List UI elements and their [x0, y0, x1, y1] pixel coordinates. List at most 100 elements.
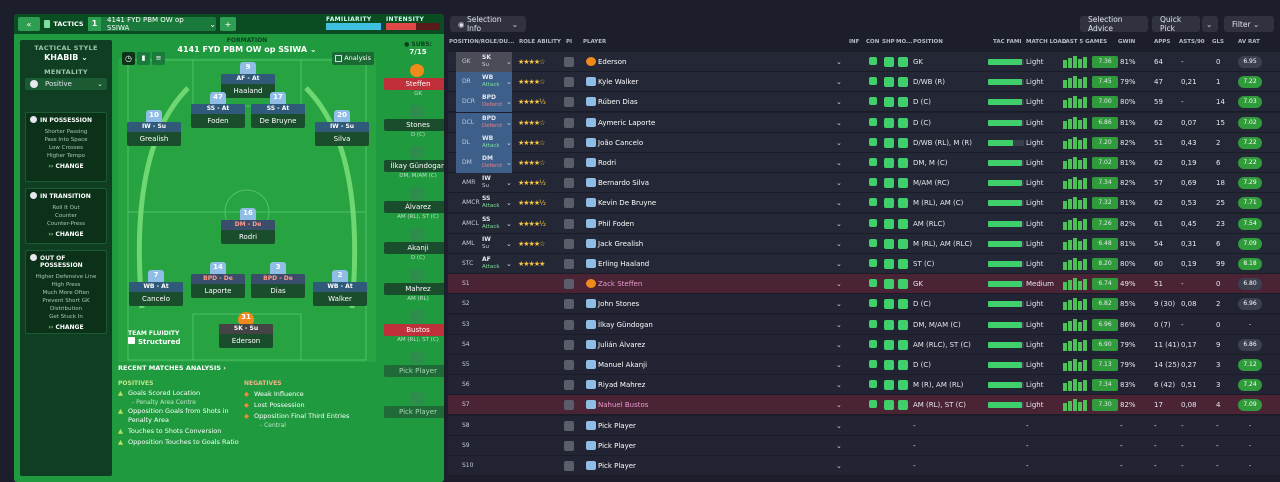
column-header[interactable]: INF — [849, 39, 860, 45]
column-header[interactable]: SHP — [882, 39, 895, 45]
player-instructions-icon[interactable] — [564, 279, 574, 290]
column-header[interactable]: GWIN — [1118, 39, 1136, 45]
player-instructions-icon[interactable] — [564, 178, 574, 189]
player-instructions-icon[interactable] — [564, 97, 574, 108]
player-dropdown-chevron-icon[interactable]: ⌄ — [836, 381, 842, 390]
table-row[interactable]: AMCL SS Attack ⌄ ★★★★½ Phil Foden ⌄ AM (R… — [448, 213, 1280, 234]
player-name[interactable]: Rúben Dias — [598, 98, 638, 107]
player-name[interactable]: Julián Álvarez — [598, 340, 646, 349]
player-instructions-icon[interactable] — [564, 400, 574, 411]
column-header[interactable]: LAST 5 GAMES — [1062, 39, 1108, 45]
role-dropdown-chevron-icon[interactable]: ⌄ — [506, 199, 512, 208]
column-header[interactable]: PI — [566, 39, 573, 45]
tactics-tab[interactable]: TACTICS — [44, 17, 84, 31]
formation-player[interactable]: 47 — [204, 92, 232, 118]
player-instructions-icon[interactable] — [564, 57, 574, 67]
player-dropdown-chevron-icon[interactable]: ⌄ — [836, 78, 842, 87]
formation-player[interactable]: 31 — [232, 312, 260, 338]
sub-player-slot[interactable]: Mahrez AM (RL) — [384, 269, 444, 309]
player-role-card[interactable]: WB - At Cancelo — [129, 282, 183, 306]
player-role-card[interactable]: DM - De Rodri — [221, 220, 275, 244]
collapse-button[interactable]: « — [18, 17, 40, 31]
player-name[interactable]: Jack Grealish — [598, 239, 644, 248]
player-instructions-icon[interactable] — [564, 380, 574, 391]
selection-info-button[interactable]: ◉ Selection Info ⌄ — [450, 15, 526, 33]
formation-player[interactable]: 2 — [326, 270, 354, 296]
player-dropdown-chevron-icon[interactable]: ⌄ — [836, 138, 842, 147]
player-name[interactable]: Ederson — [598, 58, 627, 66]
role-dropdown-chevron-icon[interactable]: ⌄ — [506, 219, 512, 228]
player-name[interactable]: João Cancelo — [598, 138, 644, 147]
player-dropdown-chevron-icon[interactable]: ⌄ — [836, 280, 842, 289]
mentality-dropdown[interactable]: Positive ⌄ — [25, 78, 107, 90]
player-instructions-icon[interactable] — [564, 198, 574, 209]
tactical-style-dropdown[interactable]: KHABIB ⌄ — [44, 53, 88, 62]
player-name[interactable]: Rodri — [598, 159, 617, 167]
column-header[interactable]: POSITION — [913, 39, 943, 45]
list-view-button[interactable]: ≡ — [152, 52, 165, 65]
table-row[interactable]: S5 Manuel Akanji ⌄ D (C) Light 7.13 79% 1… — [448, 355, 1280, 375]
player-role-card[interactable]: SK - Su Ederson — [219, 324, 273, 348]
player-name[interactable]: Phil Foden — [598, 219, 635, 228]
table-row[interactable]: S9 Pick Player ⌄ - - - - - - - — [448, 435, 1280, 456]
column-header[interactable]: CON — [866, 39, 880, 45]
column-header[interactable]: TAC FAMI — [993, 39, 1022, 45]
player-name[interactable]: İlkay Gündogan — [598, 320, 653, 329]
player-dropdown-chevron-icon[interactable]: ⌄ — [836, 320, 842, 329]
column-header[interactable]: ASTS/90 — [1179, 39, 1205, 45]
player-role-card[interactable]: WB - At Walker — [313, 282, 367, 306]
table-row[interactable]: DCR BPD Defend ⌄ ★★★★½ Rúben Dias ⌄ D (C)… — [448, 92, 1280, 113]
table-row[interactable]: DM DM Defend ⌄ ★★★★☆ Rodri ⌄ DM, M (C) Li… — [448, 153, 1280, 173]
quick-pick-button[interactable]: Quick Pick — [1152, 15, 1200, 33]
player-instructions-icon[interactable] — [564, 158, 574, 168]
player-instructions-icon[interactable] — [564, 259, 574, 269]
table-row[interactable]: DR WB Attack ⌄ ★★★★☆ Kyle Walker ⌄ D/WB (… — [448, 72, 1280, 93]
formation-player[interactable]: 17 — [264, 92, 292, 118]
player-name[interactable]: Erling Haaland — [598, 260, 650, 268]
role-dropdown-chevron-icon[interactable]: ⌄ — [506, 78, 512, 87]
player-instructions-icon[interactable] — [564, 218, 574, 229]
table-row[interactable]: S8 Pick Player ⌄ - - - - - - - — [448, 415, 1280, 436]
recent-matches-title[interactable]: RECENT MATCHES ANALYSIS › — [118, 364, 226, 372]
player-instructions-icon[interactable] — [564, 461, 574, 471]
table-row[interactable]: DCL BPD Defend ⌄ ★★★★☆ Aymeric Laporte ⌄ … — [448, 112, 1280, 133]
column-header[interactable]: POSITION/ROLE/DU... — [449, 39, 515, 45]
formation-player[interactable]: 16 — [234, 208, 262, 234]
filter-button[interactable]: Filter ⌄ — [1224, 16, 1274, 32]
sub-player-slot[interactable]: Steffen GK — [384, 64, 444, 104]
player-dropdown-chevron-icon[interactable]: ⌄ — [836, 421, 842, 430]
player-dropdown-chevron-icon[interactable]: ⌄ — [836, 401, 842, 410]
table-row[interactable]: AMCR SS Attack ⌄ ★★★★½ Kevin De Bruyne ⌄ … — [448, 193, 1280, 214]
player-name[interactable]: Manuel Akanji — [598, 361, 648, 369]
analysis-button[interactable]: Analysis — [332, 52, 374, 65]
table-row[interactable]: GK SK Su ⌄ ★★★★☆ Ederson ⌄ GK Light 7.36 8… — [448, 52, 1280, 72]
sub-player-slot[interactable]: Akanji D (C) — [384, 228, 444, 268]
in-possession-change-button[interactable]: CHANGE — [26, 163, 106, 170]
stats-view-button[interactable]: ▮ — [137, 52, 150, 65]
table-row[interactable]: S3 İlkay Gündogan ⌄ DM, M/AM (C) Light 6… — [448, 314, 1280, 335]
clock-view-button[interactable]: ◷ — [122, 52, 135, 65]
player-role-card[interactable]: AF - At Haaland — [221, 74, 275, 98]
player-role-card[interactable]: IW - Su Grealish — [127, 122, 181, 146]
player-name[interactable]: John Stones — [598, 300, 640, 309]
formation-player[interactable]: 3 — [264, 262, 292, 288]
column-header[interactable]: GLS — [1212, 39, 1224, 45]
role-dropdown-chevron-icon[interactable]: ⌄ — [506, 179, 512, 188]
player-dropdown-chevron-icon[interactable]: ⌄ — [836, 300, 842, 309]
role-dropdown-chevron-icon[interactable]: ⌄ — [506, 138, 512, 147]
sub-player-slot[interactable]: Pick Player — [384, 392, 444, 432]
player-dropdown-chevron-icon[interactable]: ⌄ — [836, 260, 842, 268]
sub-player-slot[interactable]: Álvarez AM (RL), ST (C) — [384, 187, 444, 227]
player-instructions-icon[interactable] — [564, 117, 574, 128]
quick-pick-dropdown[interactable]: ⌄ — [1202, 16, 1218, 32]
player-name[interactable]: Pick Player — [598, 441, 636, 450]
player-dropdown-chevron-icon[interactable]: ⌄ — [836, 340, 842, 349]
table-row[interactable]: STC AF Attack ⌄ ★★★★★ Erling Haaland ⌄ ST… — [448, 254, 1280, 274]
formation-player[interactable]: 7 — [142, 270, 170, 296]
sub-player-slot[interactable]: Bustos AM (RL), ST (C) — [384, 310, 444, 350]
table-row[interactable]: AMR IW Su ⌄ ★★★★½ Bernardo Silva ⌄ M/AM (… — [448, 173, 1280, 194]
player-name[interactable]: Pick Player — [598, 421, 636, 430]
table-row[interactable]: S6 Riyad Mahrez ⌄ M (R), AM (RL) Light 7… — [448, 375, 1280, 396]
column-header[interactable]: MO... — [896, 39, 913, 45]
role-dropdown-chevron-icon[interactable]: ⌄ — [506, 58, 512, 66]
